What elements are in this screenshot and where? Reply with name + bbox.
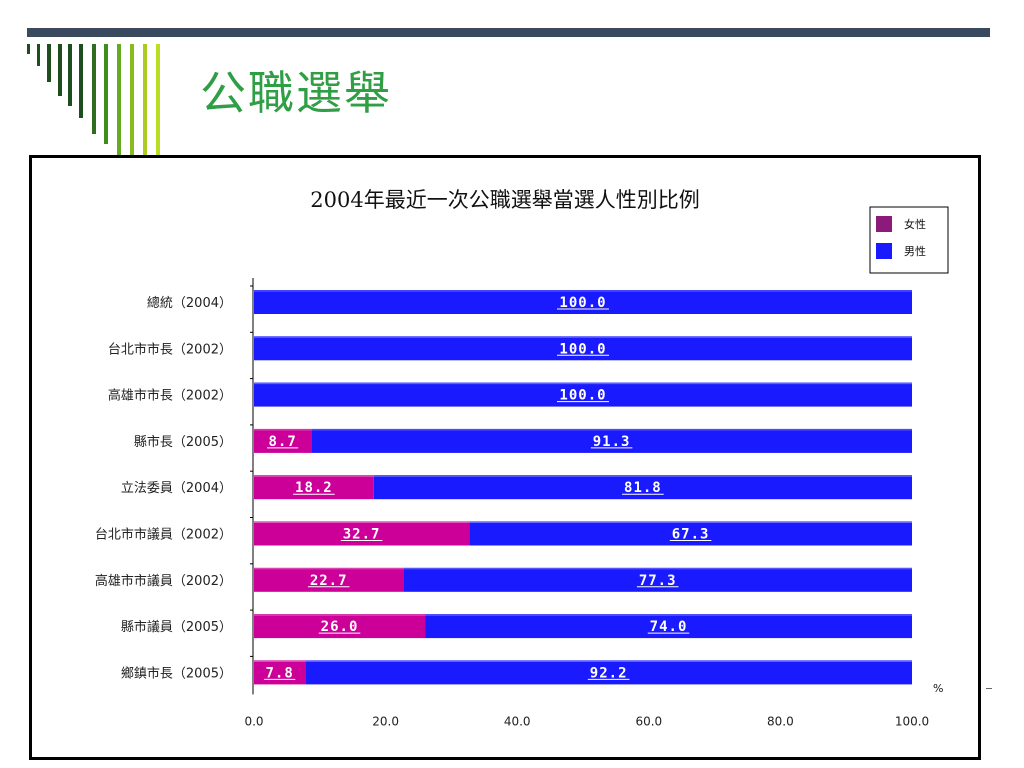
category-label: 鄉鎮市長（2005） xyxy=(121,665,232,681)
data-label: 67.3 xyxy=(672,527,710,543)
data-label: 77.3 xyxy=(639,573,677,589)
chart-frame xyxy=(29,155,981,760)
x-tick-label: 0.0 xyxy=(244,714,263,728)
data-label: 18.2 xyxy=(295,480,333,496)
chart-title: 2004年最近一次公職選舉當選人性別比例 xyxy=(310,188,699,212)
legend-swatch xyxy=(876,243,892,259)
x-tick-label: 60.0 xyxy=(635,714,662,728)
data-label: 100.0 xyxy=(559,295,606,311)
data-label: 7.8 xyxy=(266,665,294,681)
category-label: 總統（2004） xyxy=(147,295,232,311)
bar-segment-male xyxy=(373,475,913,500)
edge-tick xyxy=(986,688,992,689)
legend-label: 女性 xyxy=(904,217,926,231)
data-label: 81.8 xyxy=(624,480,662,496)
x-tick-label: 40.0 xyxy=(504,714,531,728)
bar-segment-female xyxy=(254,614,426,639)
bar-segment-male xyxy=(254,336,912,361)
category-label: 縣市長（2005） xyxy=(134,434,232,450)
bar-segment-male xyxy=(254,290,912,314)
data-label: 91.3 xyxy=(593,434,631,450)
data-label: 92.2 xyxy=(590,665,628,681)
category-label: 台北市市議員（2002） xyxy=(95,527,232,543)
bar-segment-male xyxy=(311,428,913,453)
x-tick-label: 20.0 xyxy=(372,714,399,728)
data-label: 8.7 xyxy=(268,434,296,450)
data-label: 100.0 xyxy=(559,388,606,404)
x-axis-unit: % xyxy=(933,682,943,695)
category-label: 縣市議員（2005） xyxy=(121,619,232,635)
bar-segment-male xyxy=(305,660,913,685)
bar-segment-male xyxy=(425,614,912,639)
x-tick-label: 80.0 xyxy=(767,714,794,728)
bar-segment-female xyxy=(254,521,470,546)
data-label: 74.0 xyxy=(650,619,688,635)
plot-area: 總統（2004） 100.0 台北市市長（2002） 100.0 高雄市市長（2002）… xyxy=(95,278,929,728)
bar-segment-male xyxy=(254,382,912,407)
legend-swatch xyxy=(876,216,892,232)
legend-label: 男性 xyxy=(904,244,926,258)
bar-segment-male xyxy=(403,567,912,592)
data-label: 26.0 xyxy=(321,619,359,635)
x-tick-label: 100.0 xyxy=(895,714,929,728)
data-label: 32.7 xyxy=(343,527,381,543)
category-label: 台北市市長（2002） xyxy=(108,341,232,357)
bar-segment-female xyxy=(254,567,404,592)
slide-title: 公職選舉 xyxy=(200,66,392,120)
category-label: 立法委員（2004） xyxy=(121,481,232,496)
data-label: 22.7 xyxy=(310,573,348,589)
bar-segment-female xyxy=(254,428,312,453)
bar-segment-female xyxy=(254,660,306,685)
bar-segment-female xyxy=(254,475,374,500)
bar-segment-male xyxy=(469,521,912,546)
data-label: 100.0 xyxy=(559,341,606,357)
category-label: 高雄市市議員（2002） xyxy=(95,573,232,589)
decorative-stripes xyxy=(27,44,160,156)
top-rule xyxy=(27,28,990,37)
category-label: 高雄市市長（2002） xyxy=(108,388,232,404)
